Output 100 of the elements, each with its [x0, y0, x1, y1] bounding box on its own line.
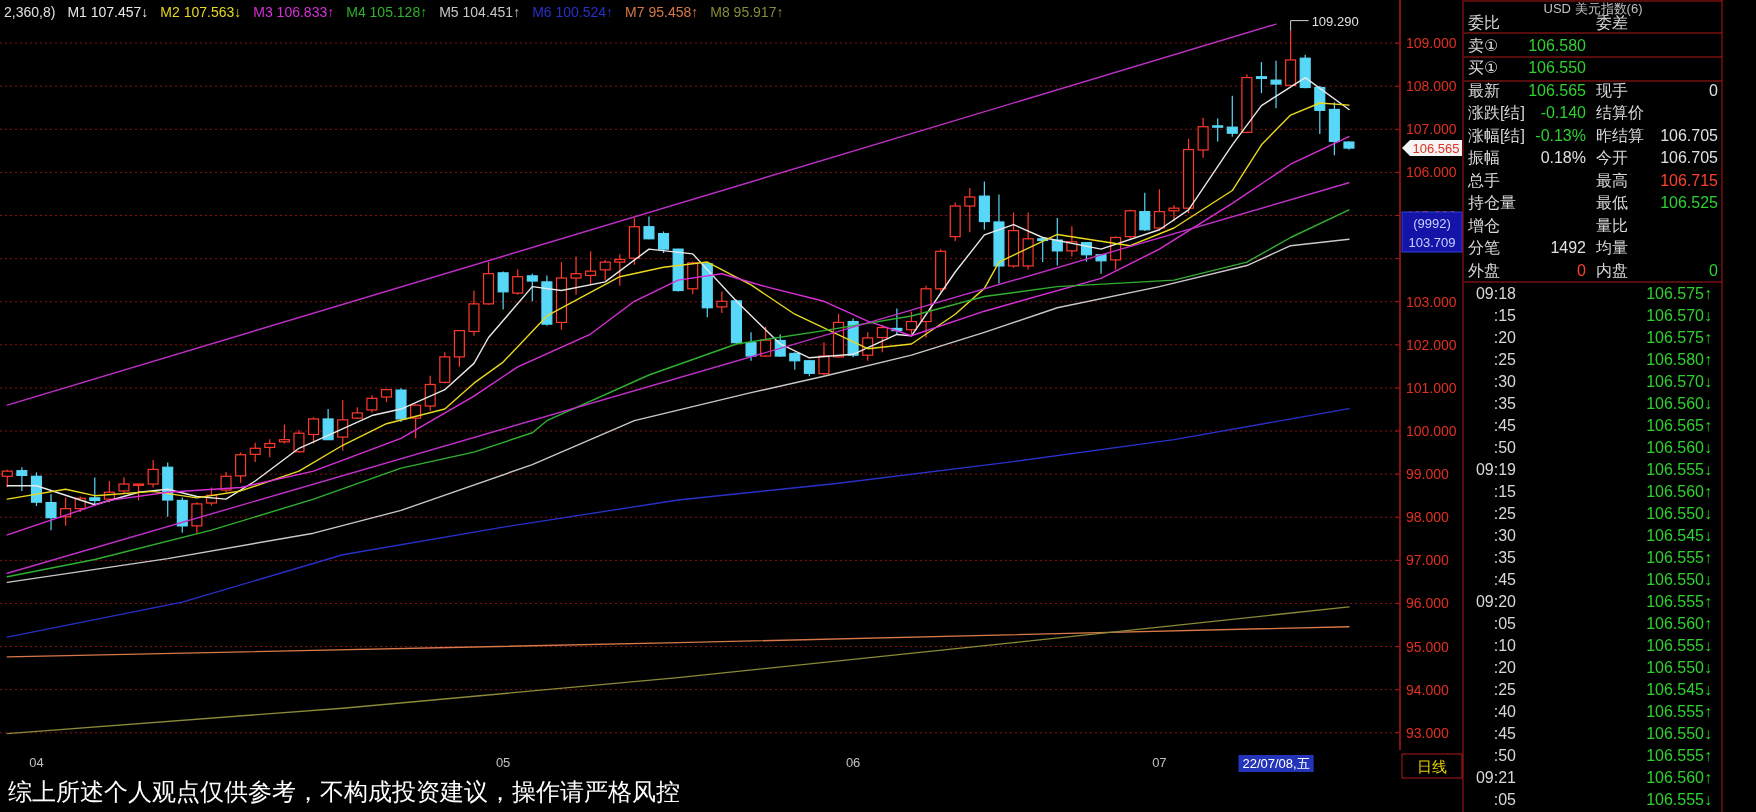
candlestick	[1197, 117, 1209, 159]
candlestick	[337, 399, 349, 452]
y-tick-label: 93.000	[1406, 724, 1450, 741]
candlestick	[1139, 192, 1151, 232]
text: :25	[1493, 681, 1517, 698]
text: 106.560↑	[1646, 615, 1712, 632]
text: M8 95.917↑	[710, 4, 784, 20]
x-tick-label: 05	[495, 755, 511, 770]
text: 106.580↑	[1646, 351, 1712, 368]
text: :30	[1493, 373, 1517, 390]
text: 106.555↓	[1646, 461, 1712, 478]
text: :20	[1493, 329, 1517, 346]
text: 09:19	[1475, 461, 1517, 478]
candlestick	[1270, 60, 1282, 109]
text: 0	[1709, 81, 1718, 99]
text: :20	[1493, 659, 1517, 676]
category-label: 委差	[1596, 14, 1628, 31]
text: M7 95.458↑	[625, 4, 699, 20]
candlestick	[1226, 95, 1238, 138]
category-label: 卖①	[1468, 36, 1499, 54]
candlestick	[716, 290, 728, 314]
text: :10	[1493, 637, 1517, 654]
candlestick	[1153, 188, 1165, 231]
category-label: 最高	[1596, 171, 1628, 189]
candlestick	[424, 375, 436, 412]
candlestick	[293, 429, 305, 454]
candlestick	[1212, 117, 1224, 142]
text: 106.705	[1660, 126, 1718, 144]
candlestick	[220, 471, 232, 493]
candlestick	[307, 416, 320, 445]
text: M2 107.563↓	[160, 4, 242, 20]
category-label: 量比	[1596, 216, 1628, 234]
candlestick	[191, 501, 203, 534]
text: :45	[1493, 725, 1517, 742]
candlestick	[905, 311, 918, 336]
candlestick	[147, 459, 159, 489]
text: 日线	[1417, 758, 1447, 775]
text: 106.555↑	[1646, 549, 1712, 566]
text: M4 105.128↑	[346, 4, 428, 20]
text: 106.555↑	[1646, 593, 1712, 610]
candlestick	[89, 476, 101, 505]
y-tick-label: 103.000	[1406, 293, 1457, 310]
candlestick	[526, 273, 538, 302]
text: 106.550↓	[1646, 659, 1712, 676]
category-label: 持仓量	[1468, 194, 1516, 211]
line-series	[6, 606, 1350, 735]
y-tick-label: 101.000	[1406, 379, 1457, 396]
text: 106.555↓	[1646, 791, 1712, 808]
category-label: 总手	[1467, 171, 1500, 189]
text: 106.545↓	[1646, 681, 1712, 698]
category-label: 最低	[1596, 194, 1628, 211]
text: 22/07/08,五	[1242, 756, 1310, 771]
text: 106.550	[1528, 59, 1586, 76]
x-tick-label: 04	[29, 755, 44, 770]
text: 106.555↑	[1646, 703, 1712, 720]
text: M3 106.833↑	[253, 4, 335, 20]
category-label: 买①	[1468, 59, 1499, 76]
candlestick	[512, 268, 524, 296]
category-label: 结算价	[1596, 104, 1644, 121]
annotation: 109.290	[1311, 13, 1359, 29]
candlestick	[497, 270, 509, 311]
category-label: 涨幅[结]	[1468, 126, 1525, 144]
text: :15	[1493, 483, 1517, 500]
text: 106.560↓	[1646, 395, 1712, 412]
category-label: 外盘	[1468, 261, 1500, 279]
text: 106.570↓	[1646, 373, 1712, 390]
text: :50	[1493, 747, 1517, 764]
candlestick	[585, 250, 597, 286]
text: :45	[1493, 571, 1517, 588]
y-tick-label: 100.000	[1406, 423, 1457, 440]
text: 106.705	[1660, 149, 1718, 166]
candlestick	[599, 259, 611, 281]
text: :25	[1493, 505, 1517, 522]
text: M1 107.457↓	[67, 4, 149, 20]
category-label: 最新	[1468, 81, 1500, 99]
text: USD 美元指数(6)	[1543, 1, 1643, 16]
text: M6 100.524↑	[532, 4, 614, 20]
text: :15	[1493, 307, 1517, 324]
candlestick	[745, 331, 757, 362]
text: 0.18%	[1540, 149, 1586, 166]
text: -0.13%	[1535, 126, 1586, 144]
candlestick	[818, 341, 830, 376]
y-tick-label: 107.000	[1406, 121, 1457, 138]
candlestick	[249, 442, 261, 463]
text: 106.575↑	[1646, 285, 1712, 302]
y-tick-label: 106.000	[1406, 164, 1457, 181]
text: 106.715	[1660, 171, 1718, 189]
text: 1492	[1550, 239, 1586, 256]
text: 106.550↓	[1646, 505, 1712, 522]
text: 0	[1709, 261, 1718, 279]
text: 106.555↑	[1646, 747, 1712, 764]
line-series	[6, 407, 1350, 638]
y-tick-label: 108.000	[1406, 78, 1457, 95]
text: :40	[1493, 703, 1517, 720]
category-label: 均量	[1595, 239, 1628, 256]
candlestick	[570, 255, 582, 296]
text: 0	[1577, 261, 1586, 279]
y-tick-label: 98.000	[1406, 509, 1450, 526]
annotation: 2,360,8)	[4, 4, 56, 20]
category-label: 委比	[1468, 14, 1500, 31]
